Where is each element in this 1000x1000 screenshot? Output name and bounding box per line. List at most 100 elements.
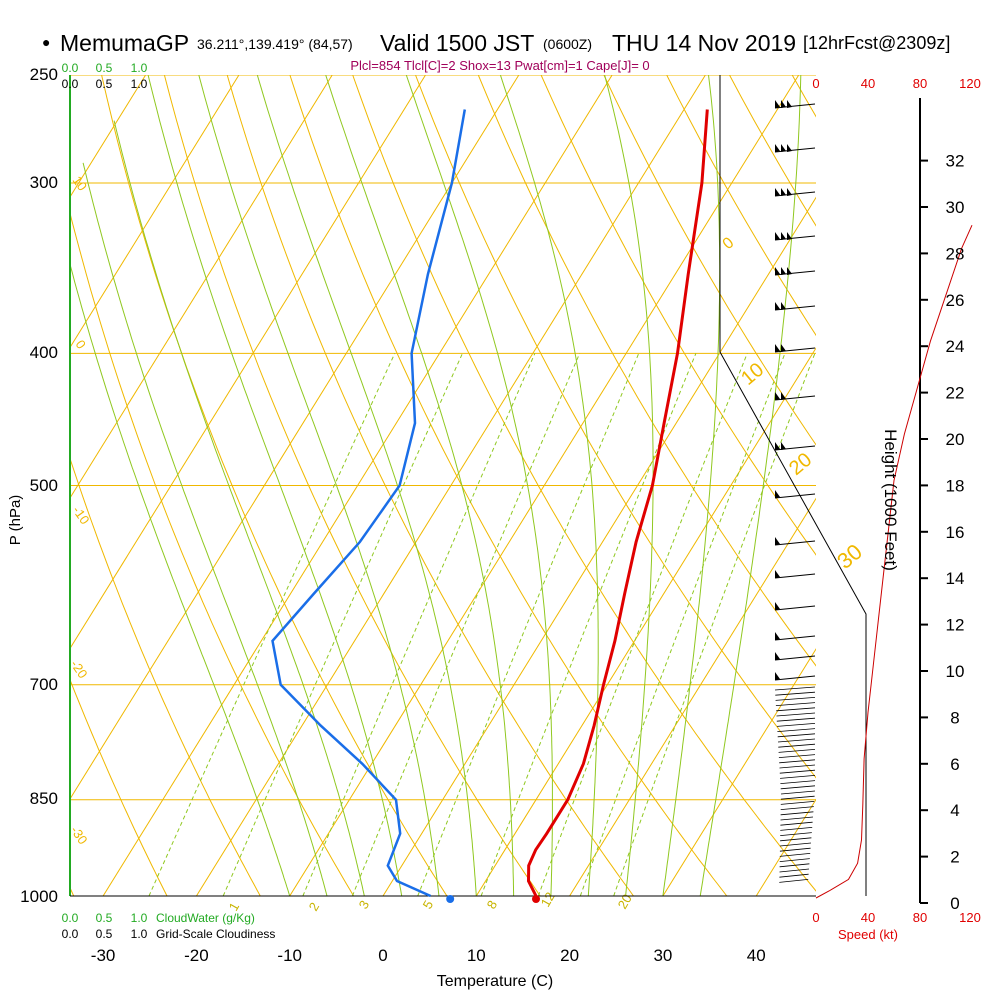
wind-barb: [777, 733, 816, 738]
moist-adiabat-label: 10: [737, 359, 768, 390]
height-tick-8: 8: [950, 708, 959, 727]
isotherm-line: [475, 347, 816, 896]
wind-barb: [780, 816, 814, 821]
wind-barb: [779, 842, 812, 847]
dry-adiabat: [163, 75, 541, 896]
wind-barb: [779, 769, 816, 774]
wind-barb: [774, 686, 816, 691]
valid-date: THU 14 Nov 2019: [612, 30, 797, 56]
isotherm-line: [102, 75, 613, 896]
wind-barb: [780, 821, 813, 826]
wind-barb: [779, 847, 811, 852]
height-tick-10: 10: [946, 662, 965, 681]
height-tick-26: 26: [946, 291, 965, 310]
wind-barb: [774, 632, 816, 641]
pressure-tick-300: 300: [30, 173, 58, 192]
wind-barb: [774, 392, 816, 401]
isotherm-line: [195, 75, 706, 896]
height-tick-4: 4: [950, 801, 959, 820]
tropopause-line: [719, 351, 867, 896]
height-tick-16: 16: [946, 523, 965, 542]
wind-barb: [780, 827, 813, 831]
speed-bottom-tick-0: 0: [812, 910, 819, 925]
mixing-ratio-label: 5: [420, 898, 437, 912]
wind-barb: [780, 790, 816, 795]
height-tick-20: 20: [946, 430, 965, 449]
dry-adiabat: [226, 75, 634, 896]
wind-barb: [774, 672, 816, 681]
speed-top-tick-80: 80: [913, 76, 927, 91]
moist-adiabat-label: 0: [720, 234, 738, 253]
wind-barb: [778, 749, 816, 753]
mixing-ratio-line: [222, 353, 463, 896]
height-axis-label: Height (1000 Feet): [881, 429, 900, 571]
wind-barb: [780, 837, 812, 842]
wind-barb: [779, 853, 811, 857]
pressure-tick-700: 700: [30, 675, 58, 694]
wind-barb: [779, 873, 809, 878]
wind-barb: [779, 863, 810, 868]
wind-barb: [774, 344, 816, 353]
dry-adiabat: [666, 75, 816, 337]
wind-barb: [780, 775, 816, 779]
chart-header: ● MemumaGP 36.211°,139.419° (84,57) Vali…: [0, 0, 1000, 73]
temperature-tick-0: 0: [378, 946, 387, 965]
dry-adiabat-label: 10: [70, 173, 91, 193]
temperature-line: [526, 109, 709, 897]
wind-barb: [780, 780, 816, 784]
mixing-ratio-label: 3: [356, 898, 373, 912]
temperature-tick--30: -30: [91, 946, 116, 965]
wind-barb: [774, 144, 816, 153]
speed-bottom-tick-120: 120: [959, 910, 981, 925]
wind-barb: [775, 702, 816, 706]
moist-adiabat: [198, 75, 440, 896]
temperature-tick-10: 10: [467, 946, 486, 965]
isotherm-line: [662, 648, 816, 896]
dewpoint-line: [271, 109, 467, 898]
dry-adiabat: [540, 75, 816, 556]
height-tick-30: 30: [946, 198, 965, 217]
moist-adiabat: [113, 120, 365, 896]
pressure-tick-850: 850: [30, 789, 58, 808]
moist-adiabat: [70, 262, 291, 896]
site-marker-icon: ●: [42, 34, 51, 50]
cloudiness-scale-top: 1.0: [131, 77, 148, 91]
dry-adiabat: [414, 75, 816, 779]
pressure-tick-250: 250: [30, 65, 58, 84]
wind-barb: [774, 537, 816, 546]
height-tick-22: 22: [946, 384, 965, 403]
dry-adiabat: [352, 75, 816, 892]
isotherm-line: [70, 75, 240, 349]
speed-top-tick-0: 0: [812, 76, 819, 91]
isotherm-line: [70, 75, 520, 800]
wind-barb: [778, 754, 816, 758]
height-tick-32: 32: [946, 152, 965, 171]
wind-barb: [777, 728, 816, 732]
moist-adiabat-label: 30: [832, 539, 867, 574]
valid-time-utc: (0600Z): [543, 36, 593, 52]
wind-barb: [779, 858, 810, 862]
wind-barb: [774, 267, 816, 276]
height-tick-6: 6: [950, 755, 959, 774]
isotherm-line: [70, 75, 426, 650]
wind-barb: [779, 868, 810, 873]
mixing-ratio-label: 12: [538, 889, 558, 909]
pressure-tick-500: 500: [30, 476, 58, 495]
isotherm-line: [289, 75, 800, 896]
cloudiness-scale-bottom: 1.0: [131, 927, 148, 941]
dry-adiabat-label: -20: [68, 657, 91, 681]
isotherm-line: [70, 75, 333, 499]
dry-adiabat-label: -30: [68, 823, 91, 847]
temperature-tick-30: 30: [653, 946, 672, 965]
moist-adiabat: [82, 162, 328, 896]
mixing-ratio-line: [537, 353, 748, 896]
wind-barb: [774, 188, 816, 197]
cloudwater-scale-bottom: 0.5: [96, 911, 113, 925]
forecast-info: [12hrFcst@2309z]: [803, 33, 951, 53]
height-tick-2: 2: [950, 848, 959, 867]
wind-barb: [777, 723, 816, 727]
moist-adiabat: [405, 75, 553, 896]
wind-barb: [779, 759, 816, 764]
height-tick-18: 18: [946, 476, 965, 495]
